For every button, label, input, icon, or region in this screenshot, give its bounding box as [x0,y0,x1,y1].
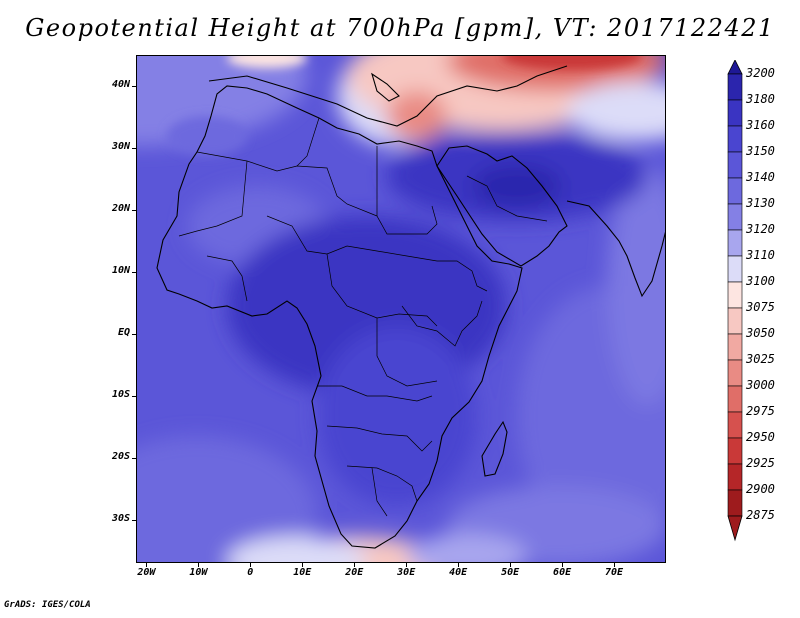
lat-tick-mark [132,209,136,211]
colorbar-swatch [727,281,743,309]
colorbar-swatch [727,307,743,335]
coastlines [156,65,665,549]
lon-tick-mark [510,563,512,567]
greece-coastline [371,72,400,102]
colorbar-level-label: 3110 [746,248,775,262]
lat-tick-mark [132,333,136,335]
lon-tick-mark [146,563,148,567]
colorbar-level-label: 3200 [746,66,775,80]
colorbar-swatch [727,333,743,361]
colorbar-swatch [727,73,743,101]
colorbar-swatch [727,125,743,153]
colorbar-swatch [727,385,743,413]
colorbar-swatch [727,463,743,491]
madagascar-coastline [481,420,508,477]
lon-tick-label: 10W [189,567,208,578]
colorbar-level-label: 3130 [746,196,775,210]
lon-tick-mark [406,563,408,567]
mediterranean-coastline [208,65,568,127]
lat-tick-label: 30N [111,140,130,152]
colorbar-swatch [727,359,743,387]
lat-tick-mark [132,395,136,397]
colorbar: 3200 3180 3160 3150 3140 3130 3120 3110 3100 3075… [722,60,800,560]
map-panel [136,55,666,563]
lat-tick-mark [132,271,136,273]
africa-coastline [156,85,523,549]
lat-tick-label: 10N [111,264,130,276]
lat-tick-label: 20N [111,202,130,214]
colorbar-top-arrow [727,60,743,75]
map-title: Geopotential Height at 700hPa [gpm], VT:… [25,14,775,42]
colorbar-level-label: 3000 [746,378,775,392]
lon-tick-label: 50E [501,567,520,578]
lon-tick-label: 20E [345,567,364,578]
lon-tick-mark [458,563,460,567]
colorbar-level-label: 3180 [746,92,775,106]
colorbar-level-label: 3050 [746,326,775,340]
colorbar-swatch [727,151,743,179]
lon-tick-label: 0 [247,567,254,578]
lat-tick-mark [132,519,136,521]
height-field-detail [167,56,642,156]
colorbar-level-label: 3120 [746,222,775,236]
colorbar-swatch [727,255,743,283]
lat-tick-mark [132,147,136,149]
lon-tick-mark [198,563,200,567]
lon-tick-mark [250,563,252,567]
colorbar-bottom-arrow [727,515,743,542]
colorbar-level-label: 3140 [746,170,775,184]
lon-tick-label: 10E [293,567,312,578]
colorbar-level-label: 2975 [746,404,775,418]
lon-tick-label: 70E [605,567,624,578]
lon-tick-label: 20W [137,567,156,578]
colorbar-swatches [727,60,743,542]
arabia-coastline [436,145,568,267]
footer-credit: GrADS: IGES/COLA [4,600,91,610]
lon-tick-label: 40E [449,567,468,578]
lon-tick-label: 30E [397,567,416,578]
lon-tick-mark [354,563,356,567]
colorbar-swatch [727,177,743,205]
lon-tick-label: 60E [553,567,572,578]
colorbar-swatch [727,489,743,517]
lat-tick-mark [132,85,136,87]
lat-tick-label: 20S [111,450,130,462]
colorbar-swatch [727,99,743,127]
lat-tick-mark [132,457,136,459]
lat-tick-label: 40N [111,78,130,90]
lat-tick-label: 30S [111,512,130,524]
colorbar-level-label: 2925 [746,456,775,470]
height-field-map [137,56,665,562]
colorbar-swatch [727,203,743,231]
lon-tick-mark [614,563,616,567]
colorbar-swatch [727,437,743,465]
colorbar-swatch [727,411,743,439]
colorbar-level-label: 2900 [746,482,775,496]
colorbar-level-label: 3150 [746,144,775,158]
colorbar-level-label: 3100 [746,274,775,288]
colorbar-level-label: 3075 [746,300,775,314]
asia-coastline [566,200,665,298]
height-field-shading [137,56,665,562]
colorbar-level-label: 2875 [746,508,775,522]
lat-tick-label: 10S [111,388,130,400]
country-borders [178,117,548,517]
lon-tick-mark [302,563,304,567]
colorbar-level-label: 3160 [746,118,775,132]
lat-tick-label: EQ [117,326,130,338]
colorbar-level-label: 2950 [746,430,775,444]
colorbar-swatch [727,229,743,257]
colorbar-level-label: 3025 [746,352,775,366]
lon-tick-mark [562,563,564,567]
